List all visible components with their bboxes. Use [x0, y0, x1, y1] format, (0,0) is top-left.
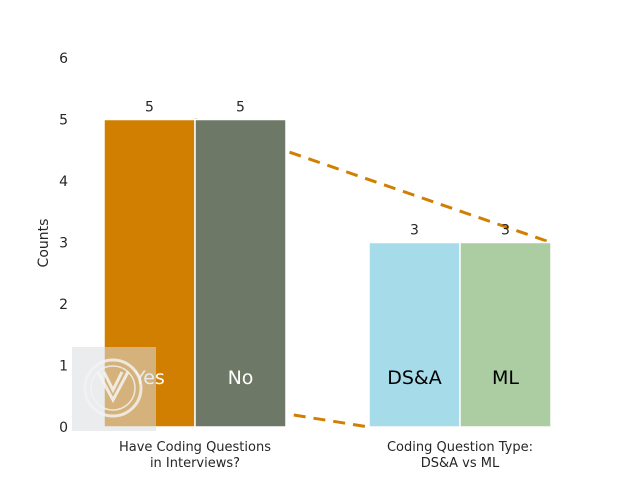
group-label: in Interviews?: [150, 456, 240, 471]
bar: [368, 241, 461, 428]
y-tick-label: 3: [59, 236, 68, 252]
y-tick-label: 4: [59, 174, 68, 190]
watermark-logo: [72, 347, 156, 431]
group-label: DS&A vs ML: [421, 456, 500, 471]
bar: [459, 241, 552, 428]
y-axis-label: Counts: [36, 219, 52, 268]
data-label: 5: [145, 100, 154, 116]
data-label: 3: [501, 223, 510, 239]
bar-label: ML: [492, 367, 519, 389]
y-tick-label: 6: [59, 51, 68, 67]
data-label: 3: [410, 223, 419, 239]
y-axis: 0 1 2 3 4 5 6: [59, 51, 68, 436]
group-label: Have Coding Questions: [119, 440, 271, 455]
bar-label: No: [228, 367, 254, 389]
bar-label: DS&A: [387, 367, 442, 389]
y-tick-label: 2: [59, 297, 68, 313]
y-tick-label: 5: [59, 113, 68, 129]
data-label: 5: [236, 100, 245, 116]
y-tick-label: 1: [59, 359, 68, 375]
y-tick-label: 0: [59, 420, 68, 436]
group-label: Coding Question Type:: [387, 440, 533, 455]
bar: [194, 118, 287, 428]
